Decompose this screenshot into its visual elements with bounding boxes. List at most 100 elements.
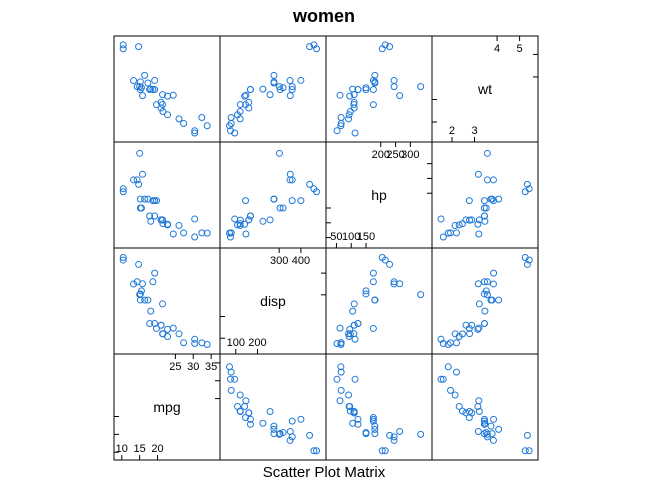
scatter-point xyxy=(337,114,345,122)
diag-tick-label: 10 xyxy=(116,443,128,455)
scatter-point xyxy=(371,296,379,304)
scatter-point xyxy=(337,386,345,394)
panel-frame xyxy=(325,247,433,355)
scatter-point xyxy=(333,127,341,135)
scatter-point xyxy=(245,409,253,417)
scatter-point xyxy=(525,447,533,455)
scatter-point xyxy=(483,430,491,438)
scatter-point xyxy=(141,71,149,79)
scatter-point xyxy=(175,115,183,123)
scatter-point xyxy=(149,278,157,286)
scatter-point xyxy=(157,321,165,329)
scatter-point xyxy=(354,320,362,328)
scatter-point xyxy=(152,197,160,205)
scatter-point xyxy=(386,260,394,268)
scatter-point xyxy=(236,216,244,224)
scatter-point xyxy=(417,430,425,438)
diag-tick-label: 4 xyxy=(494,43,500,55)
scatter-point xyxy=(246,420,254,428)
scatter-point xyxy=(354,415,362,423)
scatter-point xyxy=(350,330,358,338)
scatter-point xyxy=(349,307,357,315)
scatter-point xyxy=(169,324,177,332)
scatter-point xyxy=(480,212,488,220)
scatter-point xyxy=(452,229,460,237)
scatter-point xyxy=(481,217,489,225)
chart-title: women xyxy=(292,6,355,26)
scatter-point xyxy=(310,447,318,455)
x-axis-label: Scatter Plot Matrix xyxy=(263,464,386,481)
diag-tick-label: 5 xyxy=(517,43,523,55)
scatter-point xyxy=(345,111,353,119)
scatter-point xyxy=(169,230,177,238)
scatter-point xyxy=(439,233,447,241)
scatter-point xyxy=(141,296,149,304)
scatter-point xyxy=(483,176,491,184)
scatter-point xyxy=(337,339,345,347)
diag-tick-label: 35 xyxy=(205,361,217,373)
scatter-point xyxy=(286,92,294,100)
scatter-point xyxy=(362,430,370,438)
scatter-point xyxy=(437,335,445,343)
scatter-point xyxy=(288,417,296,425)
scatter-point xyxy=(386,431,394,439)
scatter-point xyxy=(242,91,250,99)
scatter-point xyxy=(136,83,144,91)
scatter-point xyxy=(246,212,254,220)
scatter-point xyxy=(474,325,482,333)
scatter-point xyxy=(191,335,199,343)
scatter-point xyxy=(337,363,345,371)
scatter-point xyxy=(144,79,152,87)
scatter-point xyxy=(119,256,127,264)
scatter-point xyxy=(480,290,488,298)
scatter-point xyxy=(466,407,474,415)
scatter-point xyxy=(451,391,459,399)
scatter-point xyxy=(159,330,167,338)
scatter-point xyxy=(241,220,249,228)
scatter-point xyxy=(266,91,274,99)
scatter-point xyxy=(480,420,488,428)
scatter-point xyxy=(451,221,459,229)
scatter-point xyxy=(369,86,377,94)
diag-tick-label: 150 xyxy=(357,231,375,243)
scatter-point xyxy=(288,86,296,94)
scatter-point xyxy=(369,76,377,84)
scatter-point xyxy=(242,414,250,422)
scatter-point xyxy=(198,114,206,122)
scatter-point xyxy=(455,402,463,410)
scatter-point xyxy=(139,170,147,178)
scatter-point xyxy=(362,84,370,92)
scatter-point xyxy=(191,127,199,135)
scatter-point xyxy=(236,407,244,415)
scatter-point xyxy=(226,375,234,383)
scatter-point xyxy=(523,180,531,188)
scatter-point xyxy=(137,287,145,295)
scatter-point xyxy=(362,287,370,295)
scatter-point xyxy=(346,108,354,116)
scatter-point xyxy=(346,325,354,333)
scatter-point xyxy=(136,204,144,212)
scatter-point xyxy=(180,229,188,237)
scatter-point xyxy=(369,269,377,277)
scatter-point xyxy=(444,229,452,237)
scatter-point xyxy=(362,290,370,298)
scatter-point xyxy=(336,324,344,332)
scatter-point xyxy=(297,415,305,423)
diagonal-variable-name: hp xyxy=(371,187,387,203)
scatter-point xyxy=(159,91,167,99)
scatter-point xyxy=(231,375,239,383)
scatter-point xyxy=(458,220,466,228)
scatter-point xyxy=(337,119,345,127)
scatter-point xyxy=(135,260,143,268)
scatter-point xyxy=(354,420,362,428)
diag-tick-label: 20 xyxy=(151,443,163,455)
scatter-point xyxy=(390,77,398,85)
diag-tick-label: 200 xyxy=(372,149,390,161)
scatter-point xyxy=(286,427,294,435)
scatter-point xyxy=(390,83,398,91)
scatter-point xyxy=(151,86,159,94)
panel-frame xyxy=(113,247,221,355)
scatter-point xyxy=(490,269,498,277)
